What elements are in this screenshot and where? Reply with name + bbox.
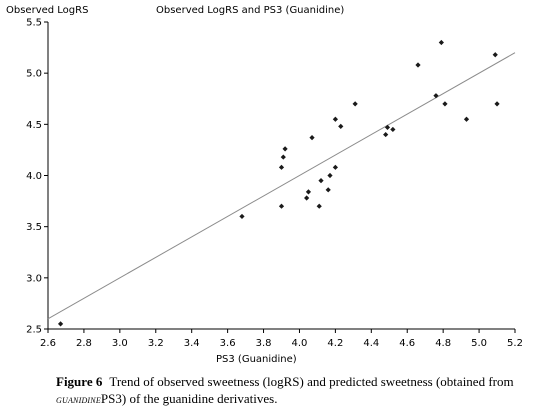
y-tick-label: 5.0 [26, 69, 42, 80]
y-tick-label: 3.0 [26, 273, 42, 284]
data-point [383, 131, 389, 138]
x-tick-label: 4.6 [399, 338, 415, 349]
data-point [327, 172, 333, 179]
x-tick-label: 2.8 [76, 338, 92, 349]
data-point [318, 178, 324, 184]
data-point [309, 135, 315, 141]
data-point [282, 146, 288, 152]
data-point [338, 123, 344, 129]
x-tick-label: 5.0 [471, 338, 487, 349]
data-point [332, 116, 338, 122]
y-axis-ticks: 2.5 3.0 3.5 4.0 4.5 5.0 5.5 [26, 18, 48, 336]
data-point [332, 164, 338, 170]
data-point [390, 126, 396, 133]
y-tick-label: 2.5 [26, 325, 42, 336]
chart-title: Observed LogRS and PS3 (Guanidine) [156, 5, 344, 16]
data-point [57, 321, 64, 327]
data-point [384, 124, 391, 131]
data-point [438, 39, 444, 46]
x-tick-label: 4.2 [327, 338, 343, 349]
data-point [239, 213, 245, 220]
data-point [463, 116, 470, 122]
x-tick-label: 4.8 [435, 338, 451, 349]
trend-line [47, 52, 516, 320]
x-axis-ticks: 2.6 2.8 3.0 3.2 3.4 3.6 3.8 4.0 4.2 4.4 4.6 4.8 5.0 5… [40, 329, 523, 349]
data-point [316, 203, 322, 209]
y-axis-label: Observed LogRS [6, 5, 88, 16]
x-tick-label: 3.0 [112, 338, 128, 349]
data-point [494, 101, 500, 107]
x-tick-label: 5.2 [507, 338, 523, 349]
x-tick-label: 2.6 [40, 338, 56, 349]
x-tick-label: 4.0 [292, 338, 308, 349]
figure-caption: Figure 6 Trend of observed sweetness (lo… [56, 373, 546, 409]
caption-label: Figure 6 [56, 374, 103, 389]
x-tick-label: 4.4 [363, 338, 379, 349]
data-point [278, 203, 285, 209]
y-tick-label: 5.5 [26, 18, 42, 29]
data-point [304, 195, 310, 201]
data-point [433, 93, 439, 99]
x-tick-label: 3.2 [148, 338, 164, 349]
data-point [415, 62, 421, 68]
scatter-chart: Observed LogRS Observed LogRS and PS3 (G… [6, 5, 523, 365]
data-point [325, 187, 331, 193]
caption-superscript: GUANIDINE [56, 396, 101, 405]
caption-text-before: Trend of observed sweetness (logRS) and … [109, 374, 514, 389]
x-tick-label: 3.6 [220, 338, 236, 349]
data-point [278, 164, 285, 170]
data-point [492, 52, 498, 58]
data-points [57, 39, 500, 327]
y-tick-label: 4.5 [26, 120, 42, 131]
x-tick-label: 3.8 [256, 338, 272, 349]
data-point [352, 101, 358, 107]
caption-text-after: PS3) of the guanidine derivatives. [100, 391, 278, 406]
data-point [280, 154, 286, 160]
y-tick-label: 4.0 [26, 171, 42, 182]
data-point [305, 189, 312, 195]
x-axis-label: PS3 (Guanidine) [216, 354, 297, 365]
x-tick-label: 3.4 [184, 338, 200, 349]
y-tick-label: 3.5 [26, 222, 42, 233]
data-point [442, 101, 448, 107]
